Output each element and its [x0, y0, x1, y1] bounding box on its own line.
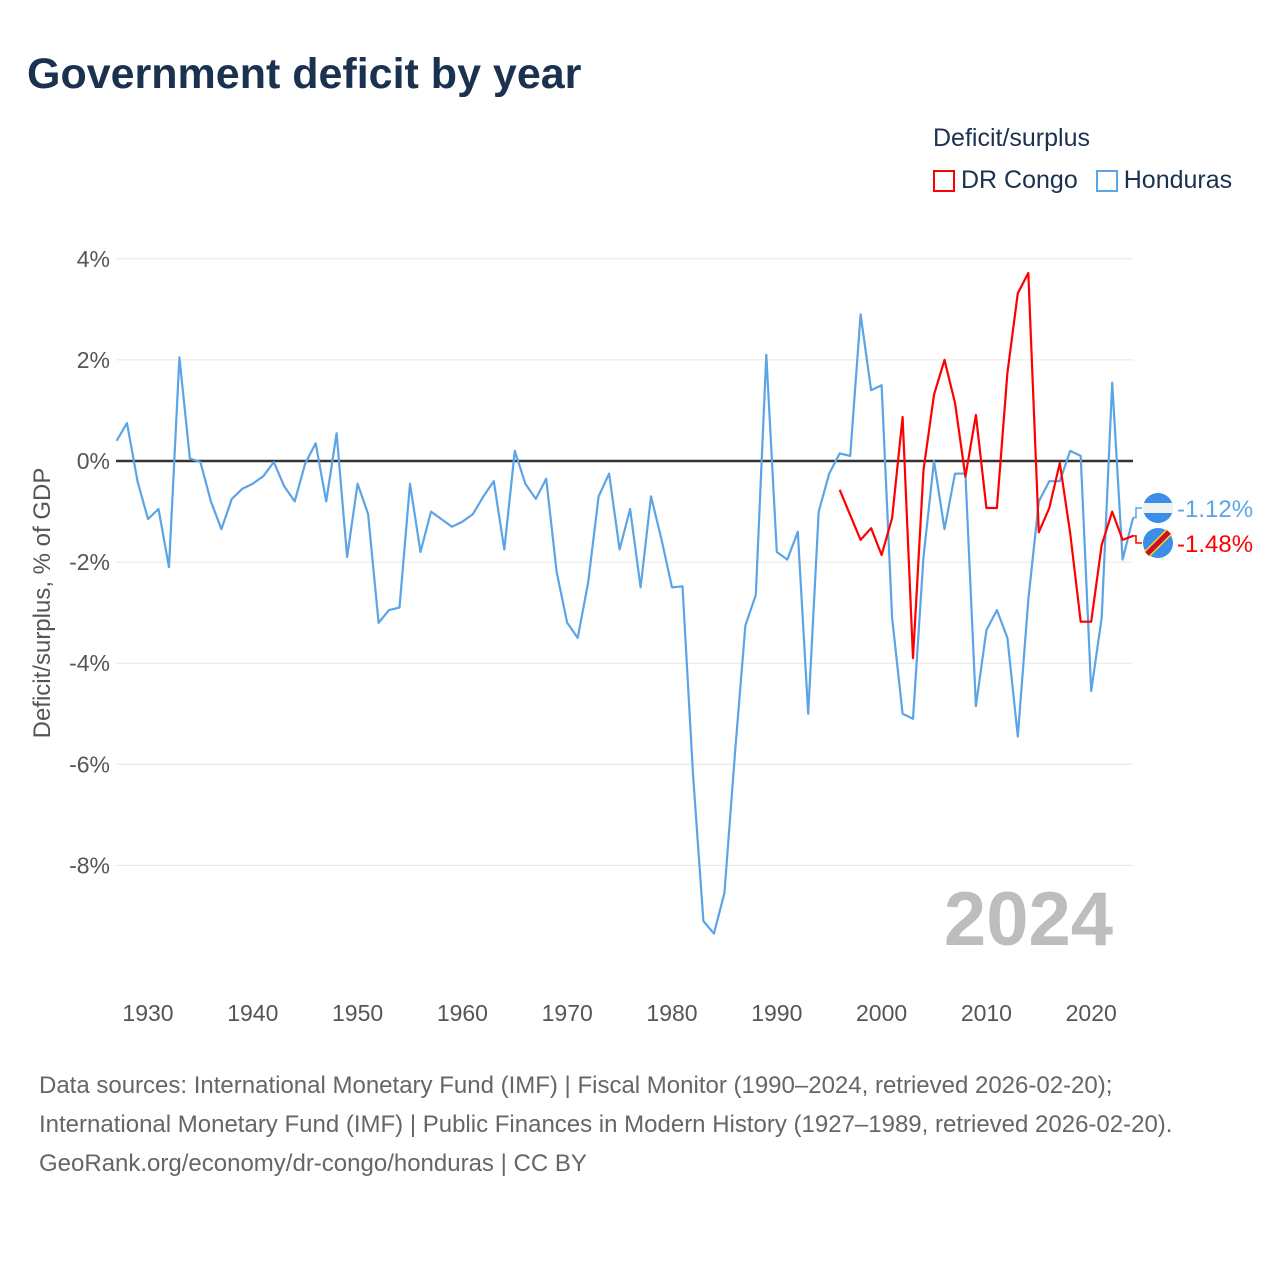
footer: Data sources: International Monetary Fun…	[39, 1066, 1239, 1183]
legend-label: Honduras	[1123, 166, 1233, 194]
y-tick-label: -4%	[69, 650, 110, 676]
series-line-dr-congo	[838, 271, 1134, 660]
series-line-honduras	[115, 313, 1135, 935]
end-value-label: -1.48%	[1177, 531, 1253, 558]
x-tick-label: 2000	[856, 1000, 907, 1026]
x-tick-label: 1930	[122, 1000, 173, 1026]
y-tick-label: -8%	[69, 852, 110, 878]
legend-label: DR Congo	[961, 166, 1078, 194]
x-tick-label: 2020	[1066, 1000, 1117, 1026]
legend-title: Deficit/surplus	[933, 124, 1090, 152]
end-value-label: -1.12%	[1177, 496, 1253, 523]
flag-stripe	[1145, 530, 1171, 556]
credit-link[interactable]: GeoRank.org/economy/dr-congo/honduras | …	[39, 1150, 587, 1177]
y-tick-label: -2%	[69, 549, 110, 575]
data-sources: Data sources: International Monetary Fun…	[39, 1072, 1173, 1138]
x-tick-label: 1990	[751, 1000, 802, 1026]
legend-item-honduras[interactable]: Honduras	[1095, 166, 1233, 195]
y-tick-label: 0%	[77, 448, 110, 474]
label-connector	[1133, 507, 1142, 519]
honduras-flag-icon	[1143, 493, 1173, 523]
dr-congo-flag-icon	[1143, 528, 1173, 558]
x-tick-label: 2010	[961, 1000, 1012, 1026]
y-tick-label: -6%	[69, 751, 110, 777]
legend: DR Congo Honduras	[933, 166, 1232, 195]
legend-swatch-honduras	[1095, 169, 1118, 192]
legend-item-dr-congo[interactable]: DR Congo	[933, 166, 1078, 195]
y-axis-label: Deficit/surplus, % of GDP	[29, 468, 56, 739]
flag-stripe	[1143, 503, 1173, 513]
y-tick-label: 2%	[77, 347, 110, 373]
x-tick-label: 1950	[332, 1000, 383, 1026]
legend-swatch-dr-congo	[933, 169, 955, 192]
year-watermark: 2024	[944, 877, 1113, 962]
y-tick-label: 4%	[77, 246, 110, 272]
x-tick-label: 1980	[646, 1000, 697, 1026]
x-tick-label: 1970	[542, 1000, 593, 1026]
label-connector	[1133, 535, 1142, 544]
x-tick-label: 1960	[437, 1000, 488, 1026]
x-tick-label: 1940	[227, 1000, 278, 1026]
chart-title: Government deficit by year	[27, 50, 582, 98]
